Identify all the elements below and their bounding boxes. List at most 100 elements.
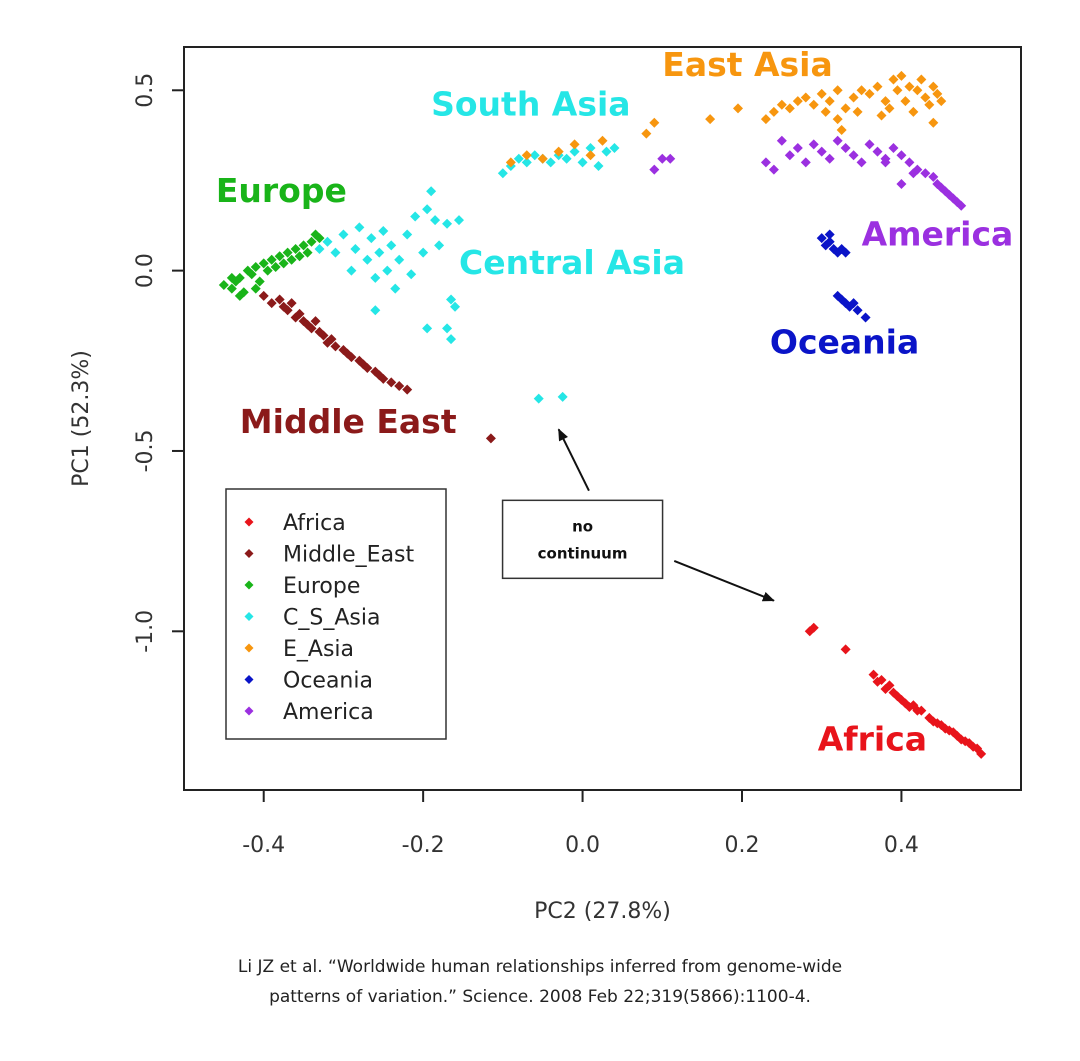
data-point xyxy=(350,243,361,254)
data-point xyxy=(258,258,269,269)
legend-frame xyxy=(225,488,447,740)
data-point xyxy=(446,294,457,305)
data-point xyxy=(792,96,803,107)
cluster-label-east-asia: East Asia xyxy=(662,45,832,84)
data-point xyxy=(513,153,524,164)
y-tick-label: -0.5 xyxy=(133,429,158,472)
data-point xyxy=(569,146,580,157)
cluster-labels: East Asia South Asia Europe America Central … xyxy=(216,45,1013,758)
data-point xyxy=(888,74,899,85)
data-point xyxy=(226,272,237,283)
data-point xyxy=(896,179,907,190)
data-point xyxy=(800,157,811,168)
data-point xyxy=(848,92,859,103)
series-europe xyxy=(218,229,325,301)
data-point xyxy=(776,99,787,110)
data-point xyxy=(896,70,907,81)
data-point xyxy=(641,128,652,139)
x-tick-label: -0.4 xyxy=(242,833,285,858)
data-point xyxy=(832,85,843,96)
legend-marker xyxy=(244,549,254,558)
data-point xyxy=(816,233,827,244)
x-tick-label: -0.2 xyxy=(402,833,445,858)
data-point xyxy=(872,146,883,157)
data-point xyxy=(956,200,967,211)
data-point xyxy=(298,240,309,251)
data-point xyxy=(908,106,919,117)
data-point xyxy=(442,323,453,334)
legend-label: E_Asia xyxy=(283,637,354,662)
data-point xyxy=(382,265,393,276)
data-point xyxy=(366,233,377,244)
data-point xyxy=(824,236,835,247)
data-point xyxy=(274,294,285,305)
data-point xyxy=(254,276,265,287)
data-point xyxy=(649,117,660,128)
annotation: no continuum xyxy=(501,428,775,602)
data-point xyxy=(920,92,931,103)
data-point xyxy=(274,251,285,262)
cluster-label-central-asia: Central Asia xyxy=(459,243,685,282)
data-point xyxy=(310,316,321,327)
data-point xyxy=(840,103,851,114)
data-point xyxy=(422,204,433,215)
data-point xyxy=(278,258,289,269)
data-point xyxy=(824,153,835,164)
axes: -0.4 -0.2 0.0 0.2 0.4 0.5 0.0 -0.5 -1.0 PC2 (27.8… xyxy=(69,46,1022,924)
data-point xyxy=(306,236,317,247)
x-axis-title: PC2 (27.8%) xyxy=(534,899,671,924)
data-point xyxy=(226,283,237,294)
data-point xyxy=(218,280,229,291)
legend-marker xyxy=(244,643,254,653)
annotation-arrow xyxy=(673,560,775,602)
data-point xyxy=(928,81,939,92)
data-point xyxy=(434,240,445,251)
data-point xyxy=(422,323,433,334)
legend-label: Oceania xyxy=(283,669,373,694)
data-point xyxy=(585,150,596,161)
data-point xyxy=(250,262,261,273)
data-point xyxy=(824,229,835,240)
caption-line-2: patterns of variation.” Science. 2008 Fe… xyxy=(269,987,811,1007)
legend-marker xyxy=(244,517,254,527)
data-point xyxy=(904,157,915,168)
data-point xyxy=(326,334,337,345)
data-point xyxy=(876,110,887,121)
annotation-box xyxy=(501,499,664,580)
data-point xyxy=(784,103,795,114)
data-point xyxy=(545,157,556,168)
data-point xyxy=(394,381,405,392)
pca-scatter-chart: Africa Middle_East Europe C_S_Asia E_Asia Oce… xyxy=(69,45,1022,924)
cluster-label-europe: Europe xyxy=(216,171,347,210)
y-tick-label: -1.0 xyxy=(133,610,158,653)
data-point xyxy=(848,150,859,161)
data-point xyxy=(505,157,516,168)
data-point xyxy=(426,186,437,197)
x-tick-label: 0.2 xyxy=(725,833,760,858)
legend-label: Europe xyxy=(283,574,360,599)
data-point xyxy=(262,265,273,276)
data-point xyxy=(302,247,313,258)
data-point xyxy=(442,218,453,229)
data-point xyxy=(876,674,887,685)
data-point xyxy=(250,283,261,294)
data-point xyxy=(234,290,245,301)
data-point xyxy=(888,142,899,153)
legend-marker xyxy=(244,580,254,590)
data-point xyxy=(601,146,612,157)
data-point xyxy=(892,85,903,96)
legend-label: Africa xyxy=(283,511,346,536)
data-point xyxy=(294,308,305,319)
data-point xyxy=(282,247,293,258)
data-point xyxy=(246,269,257,280)
data-point xyxy=(270,262,281,273)
legend: Africa Middle_East Europe C_S_Asia E_Asia Oce… xyxy=(225,488,447,740)
data-point xyxy=(928,171,939,182)
data-point xyxy=(880,157,891,168)
data-point xyxy=(884,103,895,114)
data-point xyxy=(916,705,927,716)
data-point xyxy=(386,377,397,388)
data-point xyxy=(776,135,787,146)
data-point xyxy=(402,384,413,395)
cluster-label-america: America xyxy=(862,214,1014,253)
